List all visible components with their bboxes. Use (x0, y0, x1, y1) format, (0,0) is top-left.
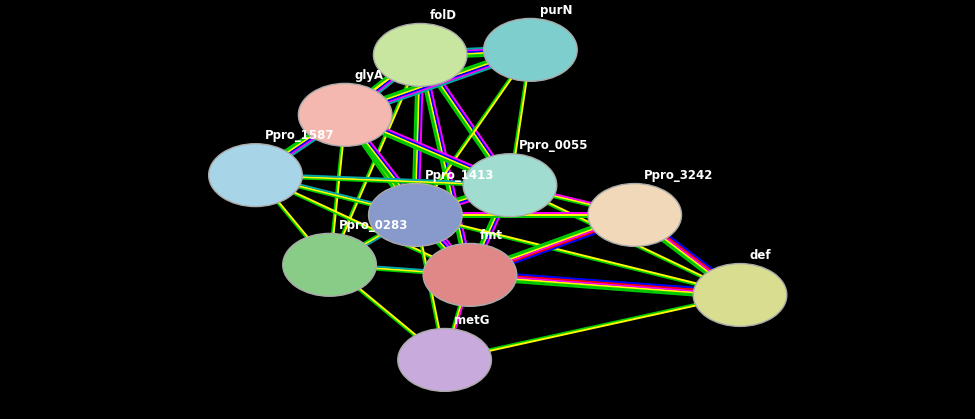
Text: purN: purN (540, 4, 572, 17)
Ellipse shape (398, 328, 491, 391)
Text: Ppro_0055: Ppro_0055 (520, 139, 589, 152)
Text: metG: metG (454, 314, 489, 327)
Ellipse shape (423, 243, 517, 306)
Ellipse shape (588, 184, 682, 246)
Ellipse shape (484, 18, 577, 81)
Text: Ppro_1587: Ppro_1587 (265, 129, 334, 142)
Ellipse shape (209, 144, 302, 207)
Ellipse shape (369, 184, 462, 246)
Text: def: def (750, 249, 771, 262)
Ellipse shape (373, 23, 467, 86)
Text: glyA: glyA (355, 69, 383, 82)
Ellipse shape (283, 233, 376, 296)
Text: folD: folD (430, 9, 456, 22)
Text: Ppro_1413: Ppro_1413 (425, 169, 494, 182)
Text: Ppro_3242: Ppro_3242 (644, 169, 714, 182)
Ellipse shape (463, 154, 557, 217)
Text: fmt: fmt (480, 229, 502, 242)
Text: Ppro_0283: Ppro_0283 (339, 219, 409, 232)
Ellipse shape (693, 264, 787, 326)
Ellipse shape (298, 83, 392, 146)
